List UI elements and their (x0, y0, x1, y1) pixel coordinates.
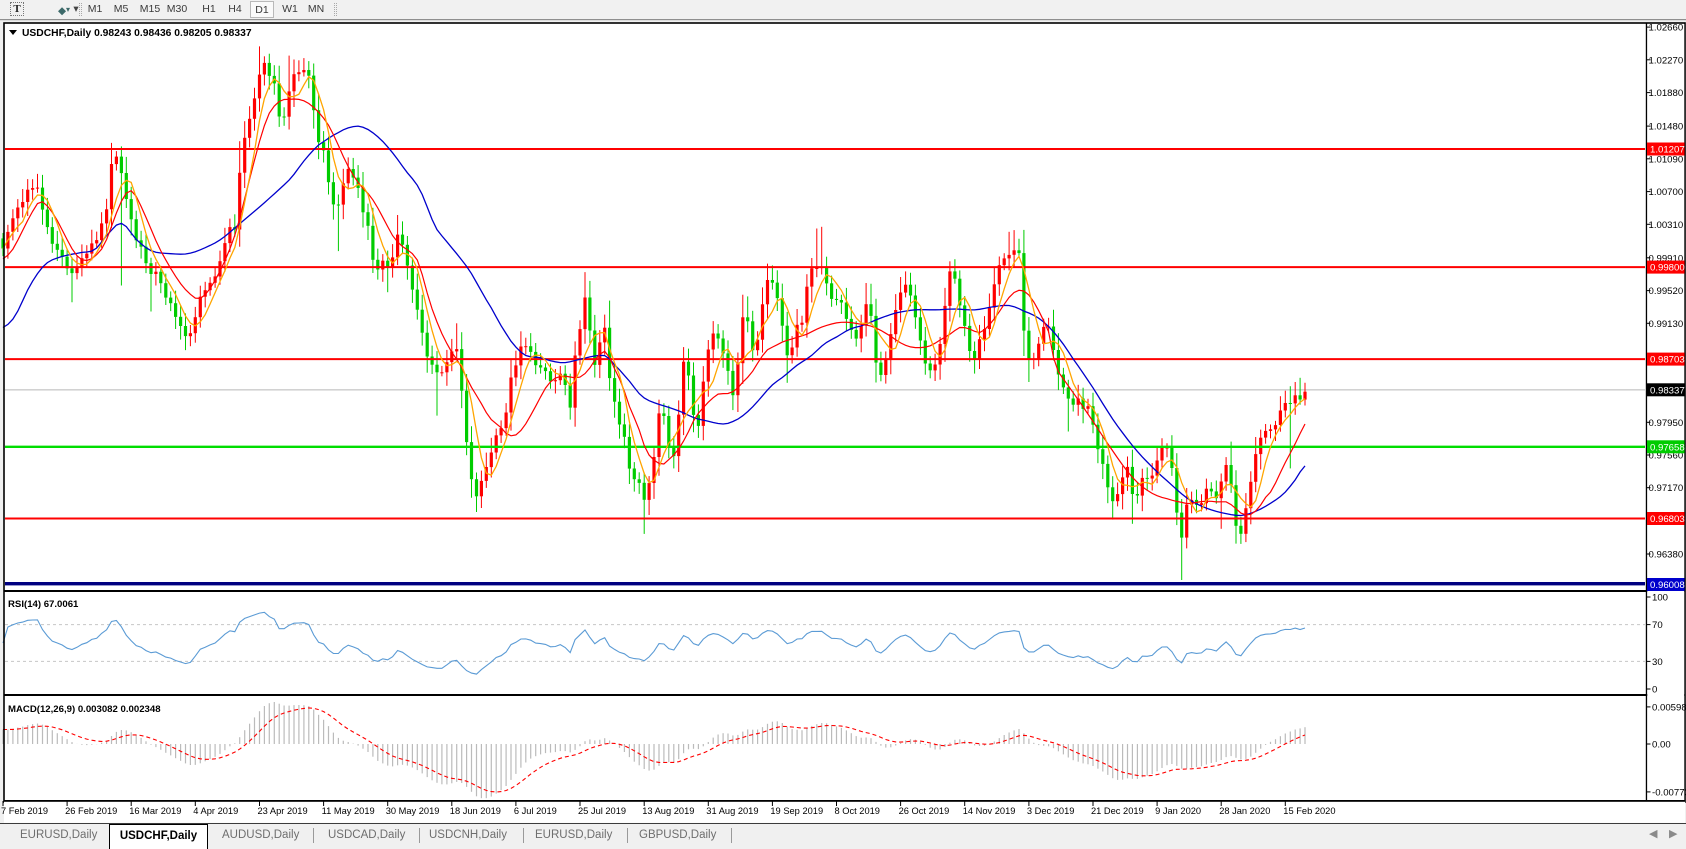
svg-text:1.01880: 1.01880 (1649, 88, 1684, 99)
svg-text:0.97170: 0.97170 (1649, 483, 1684, 494)
svg-text:9 Jan 2020: 9 Jan 2020 (1155, 806, 1201, 816)
svg-text:7 Feb 2019: 7 Feb 2019 (1, 806, 48, 816)
svg-text:18 Jun 2019: 18 Jun 2019 (450, 806, 501, 816)
svg-text:11 May 2019: 11 May 2019 (322, 806, 375, 816)
svg-text:0.99520: 0.99520 (1649, 286, 1684, 297)
svg-text:1.02660: 1.02660 (1649, 23, 1684, 34)
svg-text:MACD(12,26,9) 0.003082 0.00234: MACD(12,26,9) 0.003082 0.002348 (8, 704, 161, 715)
svg-text:USDCHF,Daily 0.98243 0.98436: USDCHF,Daily 0.98243 0.98436 0.98205 0.9… (22, 28, 252, 39)
svg-text:30 May 2019: 30 May 2019 (386, 806, 440, 816)
svg-text:0.97950: 0.97950 (1649, 418, 1684, 429)
svg-text:19 Sep 2019: 19 Sep 2019 (770, 806, 823, 816)
svg-text:16 Mar 2019: 16 Mar 2019 (129, 806, 181, 816)
svg-text:0.99910: 0.99910 (1649, 253, 1684, 264)
svg-text:0.005986: 0.005986 (1652, 702, 1686, 713)
svg-text:0.00: 0.00 (1652, 740, 1671, 751)
svg-text:25 Jul 2019: 25 Jul 2019 (578, 806, 626, 816)
svg-text:0.97560: 0.97560 (1649, 451, 1684, 462)
svg-text:21 Dec 2019: 21 Dec 2019 (1091, 806, 1144, 816)
svg-text:28 Jan 2020: 28 Jan 2020 (1219, 806, 1270, 816)
svg-text:0.96380: 0.96380 (1649, 550, 1684, 561)
svg-text:23 Apr 2019: 23 Apr 2019 (258, 806, 308, 816)
svg-text:3 Dec 2019: 3 Dec 2019 (1027, 806, 1075, 816)
svg-text:100: 100 (1652, 593, 1668, 604)
svg-text:1.02270: 1.02270 (1649, 55, 1684, 66)
svg-text:RSI(14) 67.0061: RSI(14) 67.0061 (8, 599, 79, 610)
svg-text:1.01090: 1.01090 (1649, 154, 1684, 165)
svg-text:8 Oct 2019: 8 Oct 2019 (835, 806, 880, 816)
svg-text:0.96008: 0.96008 (1650, 580, 1685, 591)
svg-text:14 Nov 2019: 14 Nov 2019 (963, 806, 1016, 816)
svg-text:26 Oct 2019: 26 Oct 2019 (899, 806, 950, 816)
svg-text:0.99800: 0.99800 (1650, 263, 1685, 274)
svg-text:30: 30 (1652, 657, 1663, 668)
svg-text:0.98337: 0.98337 (1650, 385, 1685, 396)
svg-text:1.00310: 1.00310 (1649, 220, 1684, 231)
svg-text:1.01207: 1.01207 (1650, 145, 1685, 156)
svg-text:1.01480: 1.01480 (1649, 122, 1684, 133)
svg-text:0.99130: 0.99130 (1649, 319, 1684, 330)
svg-text:15 Feb 2020: 15 Feb 2020 (1283, 806, 1335, 816)
svg-text:70: 70 (1652, 620, 1663, 631)
svg-text:0.98703: 0.98703 (1650, 355, 1685, 366)
svg-text:31 Aug 2019: 31 Aug 2019 (706, 806, 758, 816)
svg-text:0: 0 (1652, 685, 1657, 696)
svg-text:0.97658: 0.97658 (1650, 442, 1685, 453)
svg-text:-0.007737: -0.007737 (1652, 787, 1686, 798)
svg-text:13 Aug 2019: 13 Aug 2019 (642, 806, 694, 816)
svg-text:1.00700: 1.00700 (1649, 187, 1684, 198)
svg-text:0.96803: 0.96803 (1650, 514, 1685, 525)
svg-text:6 Jul 2019: 6 Jul 2019 (514, 806, 557, 816)
svg-text:4 Apr 2019: 4 Apr 2019 (193, 806, 238, 816)
svg-text:26 Feb 2019: 26 Feb 2019 (65, 806, 117, 816)
